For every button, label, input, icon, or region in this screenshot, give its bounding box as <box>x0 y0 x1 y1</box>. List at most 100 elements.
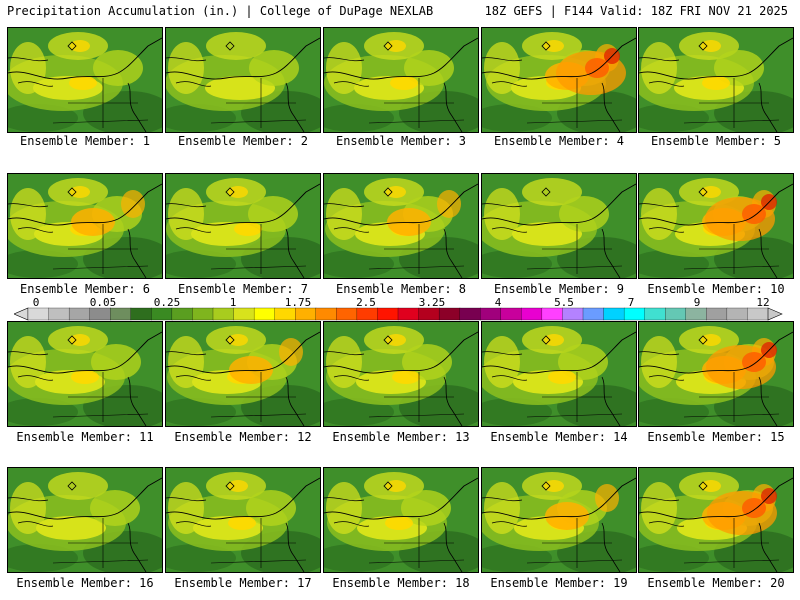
ensemble-member-label: Ensemble Member: 1 <box>19 134 151 148</box>
precip-band <box>559 196 609 232</box>
coastline <box>324 183 478 226</box>
state-border <box>368 372 465 422</box>
precip-max <box>742 352 766 372</box>
coastline <box>482 183 636 226</box>
low-precip-area <box>639 544 709 572</box>
marker-diamond <box>698 335 708 345</box>
low-precip-area <box>166 104 236 132</box>
ensemble-panel-11 <box>7 321 163 427</box>
coastline <box>324 477 478 520</box>
colorbar-swatch <box>500 307 522 321</box>
colorbar-swatch <box>68 307 91 321</box>
colorbar-swatch <box>623 307 646 321</box>
state-border <box>368 518 465 568</box>
precip-max <box>548 370 576 384</box>
precip-map <box>482 322 636 426</box>
precip-map <box>639 28 793 132</box>
precip-band <box>326 188 362 240</box>
coastline <box>639 477 793 520</box>
coastline <box>127 522 147 572</box>
coastline <box>758 228 778 278</box>
precip-map <box>166 28 320 132</box>
ensemble-panel-6 <box>7 173 163 279</box>
precip-band <box>10 482 46 534</box>
state-border <box>210 224 307 274</box>
lake-outline <box>491 521 528 527</box>
coastline <box>443 228 463 278</box>
precip-band <box>326 482 362 534</box>
lake-outline <box>175 81 212 87</box>
colorbar-swatch <box>706 307 728 321</box>
low-precip-area <box>482 544 552 572</box>
colorbar-swatch <box>89 307 111 321</box>
colorbar-max-arrow <box>767 307 783 321</box>
coastline <box>758 522 778 572</box>
ensemble-panel-8 <box>323 173 479 279</box>
state-border <box>368 224 465 274</box>
precip-map <box>482 174 636 278</box>
precip-band <box>484 482 520 534</box>
colorbar-tick-label: 9 <box>693 296 701 309</box>
precip-max <box>701 186 721 198</box>
colorbar-tick-label: 5.5 <box>554 296 574 309</box>
ensemble-panel-9 <box>481 173 637 279</box>
precip-max <box>234 222 262 236</box>
precip-band <box>205 76 275 100</box>
lake-outline <box>648 227 685 233</box>
lake-outline <box>648 521 685 527</box>
precip-band <box>641 42 677 94</box>
colorbar-tick-label: 0.05 <box>89 296 117 309</box>
colorbar-min-arrow <box>14 307 29 321</box>
precip-map <box>639 322 793 426</box>
precip-max <box>437 190 461 218</box>
marker-diamond <box>67 481 77 491</box>
precip-band <box>326 336 362 388</box>
colorbar-swatch <box>665 307 687 321</box>
precip-map <box>639 174 793 278</box>
marker-diamond <box>67 41 77 51</box>
colorbar-swatch <box>582 307 605 321</box>
marker-diamond <box>383 41 393 51</box>
lake-outline <box>482 497 523 502</box>
precip-band <box>641 188 677 240</box>
lake-outline <box>166 351 207 356</box>
coastline <box>601 228 621 278</box>
state-border <box>683 518 780 568</box>
colorbar-swatch <box>747 307 769 321</box>
lake-outline <box>639 497 680 502</box>
precip-max <box>385 516 413 530</box>
precip-band <box>512 222 582 246</box>
coastline <box>285 376 305 426</box>
precip-map <box>8 468 162 572</box>
low-precip-area <box>166 250 236 278</box>
marker-diamond <box>67 335 77 345</box>
coastline <box>639 37 793 80</box>
ensemble-member-label: Ensemble Member: 12 <box>174 430 312 444</box>
lake-outline <box>8 351 49 356</box>
precip-band <box>249 50 299 86</box>
precip-map <box>324 28 478 132</box>
coastline <box>482 477 636 520</box>
precip-band <box>641 336 677 388</box>
ensemble-member-label: Ensemble Member: 20 <box>647 576 785 590</box>
precip-max <box>742 498 766 518</box>
ensemble-panel-2 <box>165 27 321 133</box>
colorbar-swatch <box>253 307 276 321</box>
lake-outline <box>166 497 207 502</box>
lake-outline <box>8 57 49 62</box>
low-precip-area <box>324 398 394 426</box>
ensemble-panel-19 <box>481 467 637 573</box>
colorbar-swatch <box>110 307 132 321</box>
low-precip-area <box>8 104 78 132</box>
colorbar-swatch <box>356 307 379 321</box>
ensemble-panel-1 <box>7 27 163 133</box>
low-precip-area <box>482 250 552 278</box>
ensemble-panel-13 <box>323 321 479 427</box>
coastline <box>324 331 478 374</box>
coastline <box>166 331 320 374</box>
precip-max <box>545 502 589 530</box>
state-border <box>52 518 149 568</box>
ensemble-member-label: Ensemble Member: 13 <box>332 430 470 444</box>
colorbar-swatch <box>644 307 666 321</box>
precip-band <box>10 188 46 240</box>
